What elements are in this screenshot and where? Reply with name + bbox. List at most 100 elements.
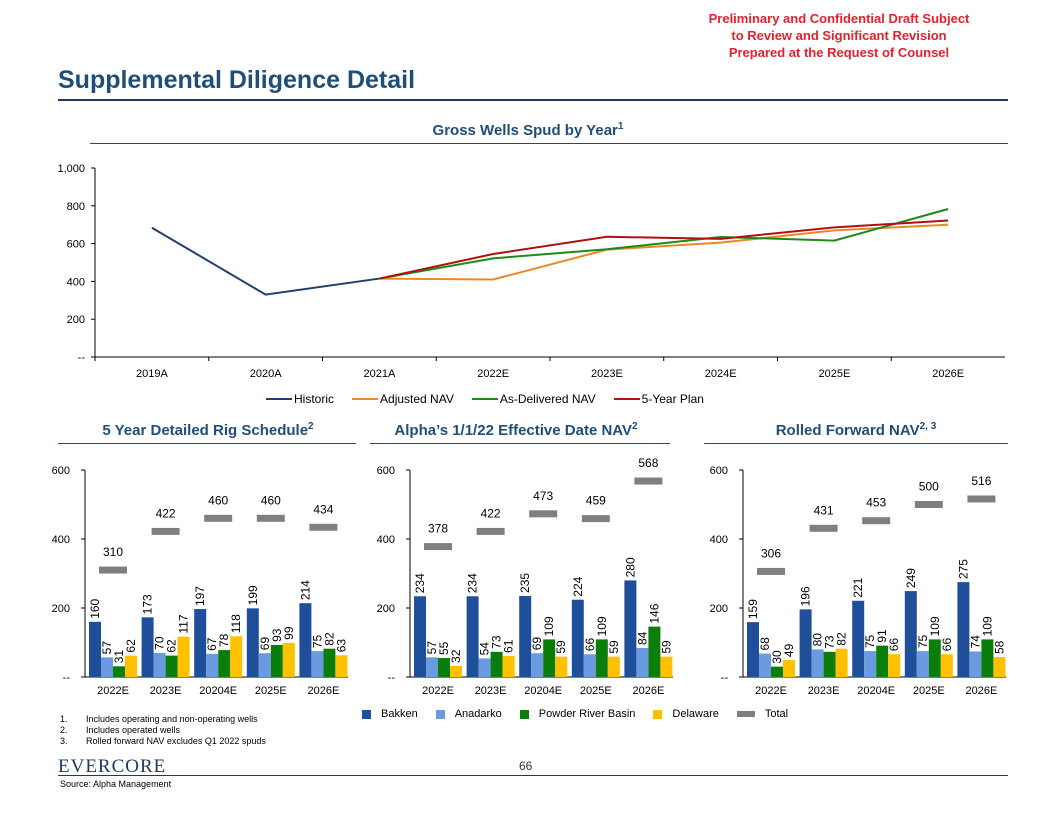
line-chart-y-tick-label: 400 — [67, 276, 85, 288]
bar-chart-x-tick-label: 2022E — [422, 685, 454, 697]
line-chart-title-sup: 1 — [617, 121, 624, 132]
bar-chart-x-tick-label: 2022E — [97, 685, 129, 697]
bar-chart-y-tick-label: 400 — [710, 534, 728, 546]
bar-label-bakken: 234 — [466, 573, 480, 593]
line-chart-x-tick-label: 2026E — [932, 368, 964, 380]
line-series-adjusted-nav — [379, 223, 949, 281]
bar-label-anadarko: 70 — [153, 636, 167, 650]
line-chart-title-rule — [90, 143, 1008, 144]
bar-label-anadarko: 67 — [205, 637, 219, 651]
total-marker — [476, 527, 505, 535]
bar-label-powder-river-basin: 55 — [437, 641, 451, 655]
legend-anadarko-label: Anadarko — [454, 708, 502, 720]
bar-delaware — [993, 656, 1006, 677]
line-series-historic — [151, 226, 380, 296]
bar-delaware — [177, 636, 190, 677]
bar-label-bakken: 196 — [799, 586, 813, 606]
bar-bakken — [957, 582, 970, 677]
bar-anadarko — [426, 657, 438, 677]
confidential-line-1: Preliminary and Confidential Draft Subje… — [708, 11, 970, 26]
bar-label-anadarko: 75 — [916, 634, 930, 648]
bar-bakken — [246, 608, 259, 677]
bar-anadarko — [583, 654, 596, 677]
bar-powder-river-basin — [165, 655, 178, 677]
bar-label-bakken: 197 — [193, 586, 207, 606]
legend-anadarko-swatch — [435, 709, 445, 719]
bar-chart-y-tick-label: 200 — [710, 603, 728, 615]
legend-as-delivered-nav-swatch — [471, 398, 498, 400]
bar-powder-river-basin — [438, 658, 450, 677]
bar-anadarko — [864, 651, 877, 677]
total-label: 500 — [919, 480, 939, 494]
bar-label-anadarko: 75 — [310, 634, 324, 648]
legend-powder-river-basin-label: Powder River Basin — [538, 708, 636, 720]
bar-label-delaware: 118 — [229, 614, 243, 633]
rolled-nav-title: Rolled Forward NAV2, 3 — [704, 421, 1008, 439]
bar-label-anadarko: 75 — [863, 634, 877, 648]
footnote-1-num: 1. — [60, 714, 68, 724]
bar-bakken — [299, 603, 312, 677]
bar-bakken — [519, 595, 532, 677]
bar-label-powder-river-basin: 31 — [112, 650, 126, 664]
bar-label-anadarko: 74 — [968, 635, 982, 649]
bar-label-anadarko: 68 — [758, 637, 772, 651]
total-marker — [424, 543, 452, 551]
bar-anadarko — [258, 653, 271, 677]
bar-chart-x-tick-label: 20204E — [857, 685, 895, 697]
bar-label-anadarko: 57 — [100, 641, 114, 655]
line-chart-y-tick-label: -- — [78, 352, 86, 364]
legend-adjusted-nav-label: Adjusted NAV — [380, 392, 454, 406]
bar-label-bakken: 224 — [571, 576, 585, 596]
line-chart: -- 200 400 600 800 1,000 2019A 2020A 2021A 2022E 2… — [57, 163, 1005, 380]
rig-schedule-title: 5 Year Detailed Rig Schedule2 — [58, 421, 358, 439]
total-label: 431 — [814, 503, 834, 517]
bar-bakken — [194, 609, 207, 677]
legend-powder-river-basin: Powder River Basin — [519, 708, 636, 720]
total-label: 460 — [261, 493, 281, 507]
bar-label-delaware: 32 — [449, 649, 463, 663]
total-marker — [99, 566, 127, 574]
title-rule — [58, 99, 1008, 101]
bar-anadarko — [153, 652, 166, 677]
page-title: Supplemental Diligence Detail — [58, 66, 416, 94]
total-marker — [757, 567, 785, 575]
total-marker — [204, 514, 233, 522]
bar-bakken — [466, 596, 479, 677]
legend-delaware: Delaware — [653, 708, 719, 720]
bar-delaware — [282, 642, 295, 677]
bar-label-bakken: 249 — [904, 568, 918, 588]
legend-adjusted-nav: Adjusted NAV — [352, 392, 454, 406]
bar-anadarko — [969, 651, 982, 677]
line-series-5-year-plan — [379, 219, 949, 280]
bar-delaware — [450, 665, 462, 677]
legend-historic-swatch — [266, 398, 292, 400]
bar-label-anadarko: 69 — [258, 637, 272, 651]
line-chart-x-tick-label: 2024E — [705, 368, 737, 380]
bar-powder-river-basin — [823, 651, 836, 677]
legend-bakken-swatch — [362, 709, 371, 719]
bar-label-powder-river-basin: 93 — [270, 628, 284, 642]
bar-chart-x-tick-label: 20204E — [524, 685, 562, 697]
bar-delaware — [835, 648, 848, 677]
total-label: 422 — [481, 506, 501, 520]
bar-label-powder-river-basin: 109 — [595, 616, 609, 636]
bar-label-delaware: 66 — [887, 638, 901, 652]
total-label: 434 — [313, 502, 333, 516]
bar-powder-river-basin — [928, 639, 941, 677]
bar-label-bakken: 275 — [956, 559, 970, 579]
total-marker — [967, 495, 996, 503]
line-chart-x-tick-label: 2022E — [477, 368, 509, 380]
total-marker — [529, 510, 558, 518]
legend-as-delivered-nav-label: As-Delivered NAV — [499, 392, 596, 406]
total-label: 460 — [208, 493, 228, 507]
bar-powder-river-basin — [981, 639, 994, 677]
rolled-nav-title-sup: 2, 3 — [919, 421, 937, 432]
confidential-line-3: Prepared at the Request of Counsel — [728, 45, 950, 60]
legend-bakken: Bakken — [362, 708, 418, 720]
line-chart-x-tick-label: 2025E — [818, 368, 850, 380]
bar-anadarko — [759, 653, 771, 677]
bar-bakken — [141, 617, 154, 677]
total-label: 516 — [971, 474, 991, 488]
footnote-3-text: Rolled forward NAV excludes Q1 2022 spud… — [86, 736, 266, 746]
